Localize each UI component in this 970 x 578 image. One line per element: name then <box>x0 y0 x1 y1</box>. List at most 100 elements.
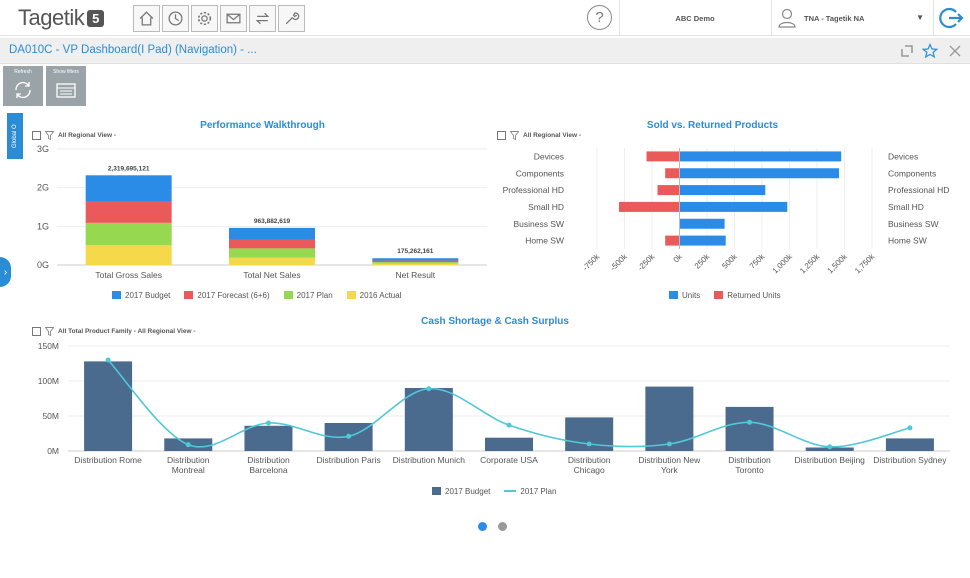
y-tick-label: Professional HD <box>503 185 564 195</box>
document-title-bar: DA010C - VP Dashboard(I Pad) (Navigation… <box>0 38 970 64</box>
legend-swatch <box>669 291 678 299</box>
x-tick-label: Total Gross Sales <box>95 270 162 280</box>
legend-item[interactable]: 2016 Actual <box>346 291 401 300</box>
x-tick-label: Distribution Rome <box>74 455 142 465</box>
home-button[interactable] <box>133 5 160 32</box>
restore-button[interactable] <box>897 41 917 61</box>
tools-button[interactable] <box>278 5 305 32</box>
switch-button[interactable] <box>249 5 276 32</box>
plan-line <box>107 359 911 448</box>
close-button[interactable] <box>945 41 965 61</box>
legend-item[interactable]: Returned Units <box>714 291 781 300</box>
x-tick-label: 1,750k <box>853 251 877 275</box>
logo-text: Tagetik <box>18 5 85 30</box>
legend-item[interactable]: 2017 Budget <box>112 291 170 300</box>
x-tick-label: -250k <box>636 251 657 272</box>
y-tick-label: 150M <box>38 341 59 351</box>
page-dot[interactable] <box>498 522 507 531</box>
user-icon <box>778 8 796 28</box>
x-tick-label: -750k <box>581 251 602 272</box>
page-dot[interactable] <box>478 522 487 531</box>
bar-segment <box>372 263 459 265</box>
plan-point <box>907 425 913 431</box>
mail-icon <box>226 13 241 24</box>
bar <box>679 168 839 179</box>
y-tick-label: Business SW <box>513 219 564 229</box>
plan-point <box>426 386 432 392</box>
x-tick-label: 250k <box>693 251 712 270</box>
nav-icon-bar <box>133 5 305 32</box>
legend-performance: 2017 Budget 2017 Forecast (6+6) 2017 Plan 2… <box>112 291 401 300</box>
logout-icon[interactable] <box>937 4 965 32</box>
filter-panel-icon <box>56 83 76 98</box>
y-tick-label: Components <box>516 168 564 178</box>
x-tick-label: 1,500k <box>826 251 850 275</box>
company-selector[interactable]: ABC Demo <box>675 13 715 23</box>
divider <box>933 0 934 36</box>
bar-segment <box>85 201 172 223</box>
bar-segment <box>372 260 459 263</box>
bar <box>665 168 680 179</box>
mail-button[interactable] <box>220 5 247 32</box>
legend-item[interactable]: Units <box>669 291 700 300</box>
bar <box>485 437 533 451</box>
close-icon <box>949 45 961 57</box>
bar <box>885 438 934 451</box>
legend-item[interactable]: 2017 Plan <box>504 487 556 496</box>
bar <box>679 235 726 246</box>
dashboard-toolbar: Refresh Show filters <box>3 66 86 106</box>
help-button[interactable]: ? <box>587 5 612 30</box>
refresh-button[interactable]: Refresh <box>3 66 43 106</box>
filter-row-performance: All Regional View - <box>32 131 116 140</box>
history-button[interactable] <box>162 5 189 32</box>
legend-item[interactable]: 2017 Plan <box>283 291 333 300</box>
expand-icon[interactable] <box>32 327 41 336</box>
legend-label: Units <box>682 291 701 300</box>
bar-total-label: 963,882,619 <box>254 218 291 225</box>
plan-point <box>346 433 352 439</box>
bar <box>244 425 293 451</box>
filter-row-cash: All Total Product Family - All Regional … <box>32 327 195 336</box>
show-filters-button[interactable]: Show filters <box>46 66 86 106</box>
bar-segment <box>85 222 172 246</box>
settings-button[interactable] <box>191 5 218 32</box>
expand-icon[interactable] <box>497 131 506 140</box>
y-tick-label: 100M <box>38 376 59 386</box>
filter-icon[interactable] <box>45 131 54 140</box>
bar <box>665 235 680 246</box>
plan-point <box>265 420 271 426</box>
plan-point <box>747 419 753 425</box>
expand-icon[interactable] <box>32 131 41 140</box>
side-panel-toggle[interactable]: › <box>0 257 11 287</box>
x-tick-label: -500k <box>608 251 629 272</box>
tagetik-logo[interactable]: Tagetik 5 <box>18 5 105 31</box>
chart-title-performance: Performance Walkthrough <box>200 120 325 131</box>
home-icon <box>139 11 154 26</box>
bar-segment <box>372 262 459 264</box>
legend-swatch <box>112 291 121 299</box>
y-tick-label: 0M <box>47 446 59 456</box>
legend-item[interactable]: 2017 Forecast (6+6) <box>184 291 270 300</box>
bar <box>646 151 680 162</box>
plan-point <box>666 441 672 447</box>
user-menu[interactable]: TNA - Tagetik NA ▼ <box>772 0 932 36</box>
legend-label: 2017 Forecast (6+6) <box>197 291 270 300</box>
filter-icon[interactable] <box>510 131 519 140</box>
bar <box>404 388 453 451</box>
filter-icon[interactable] <box>45 327 54 336</box>
legend-item[interactable]: 2017 Budget <box>432 487 490 496</box>
sold-vs-returned-chart: -750k -500k -250k 0k 250k 500k 750k 1,000k 1,250… <box>503 148 949 275</box>
legend-swatch <box>504 490 517 492</box>
bar <box>679 218 725 229</box>
chevron-right-icon: › <box>3 266 8 278</box>
bar-total-label: 2,319,695,121 <box>108 165 150 172</box>
y-tick-label-right: Professional HD <box>888 185 949 195</box>
favorite-button[interactable] <box>920 41 940 61</box>
x-tick-label: Distribution <box>568 455 611 465</box>
x-tick-label: Montreal <box>172 465 205 475</box>
user-name: TNA - Tagetik NA <box>804 13 865 23</box>
divider <box>619 0 620 36</box>
bar <box>679 151 842 162</box>
y-tick-label-right: Devices <box>888 151 918 161</box>
bar-segment <box>372 258 459 261</box>
